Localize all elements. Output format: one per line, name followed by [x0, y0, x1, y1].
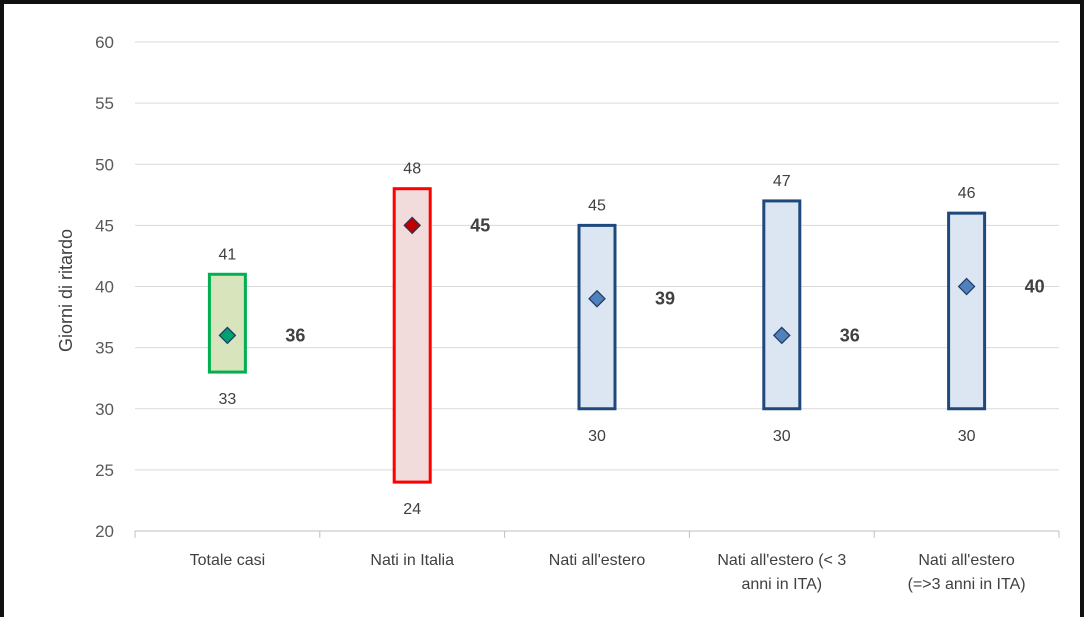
category-label: Nati all'estero: [549, 552, 646, 569]
y-tick-label: 45: [95, 216, 114, 235]
category-label: (=>3 anni in ITA): [908, 576, 1026, 593]
value-marker: [403, 216, 422, 235]
low-label: 33: [219, 391, 237, 408]
y-tick-label: 35: [95, 339, 114, 358]
low-label: 24: [403, 501, 421, 518]
high-label: 47: [773, 173, 791, 190]
range-bar: [392, 187, 432, 484]
y-tick-label: 55: [95, 94, 114, 113]
value-marker: [218, 326, 237, 345]
high-label: 41: [219, 246, 237, 263]
axes: 20 25 30 35 40 45 50 55 60 Totale casi Nati in Ita…: [56, 33, 1060, 593]
low-label: 30: [773, 428, 791, 445]
range-bar: [762, 199, 802, 411]
value-marker: [588, 289, 606, 308]
y-tick-label: 50: [95, 155, 114, 174]
range-bar: [577, 223, 617, 411]
y-tick-label: 30: [95, 400, 114, 419]
value-marker: [772, 326, 791, 345]
high-label: 45: [588, 197, 606, 214]
y-tick-label: 20: [95, 522, 114, 541]
category-label: Nati in Italia: [370, 552, 454, 569]
high-label: 46: [958, 185, 976, 202]
y-axis-title: Giorni di ritardo: [56, 229, 76, 352]
value-label: 45: [470, 215, 490, 235]
value-label: 36: [285, 325, 305, 345]
high-label: 48: [403, 161, 421, 178]
category-label: Nati all'estero: [918, 552, 1015, 569]
category-label: Totale casi: [190, 552, 266, 569]
range-bar: [207, 272, 247, 374]
value-label: 36: [840, 325, 860, 345]
low-label: 30: [588, 428, 606, 445]
y-tick-label: 60: [95, 33, 114, 52]
low-label: 30: [958, 428, 976, 445]
data-labels: 41 33 36 48 24 45 45 30 39 47 30 36 46 30 40: [219, 161, 1045, 518]
value-label: 40: [1025, 277, 1045, 297]
value-marker: [957, 277, 976, 296]
y-tick-label: 25: [95, 461, 114, 480]
y-tick-label: 40: [95, 278, 114, 297]
category-label: anni in ITA): [741, 576, 822, 593]
category-label: Nati all'estero (< 3: [717, 552, 846, 569]
range-bar: [947, 211, 987, 411]
range-chart: 20 25 30 35 40 45 50 55 60 Totale casi Nati in Ita…: [56, 33, 1060, 593]
value-label: 39: [655, 289, 675, 309]
range-bars: [207, 187, 987, 484]
